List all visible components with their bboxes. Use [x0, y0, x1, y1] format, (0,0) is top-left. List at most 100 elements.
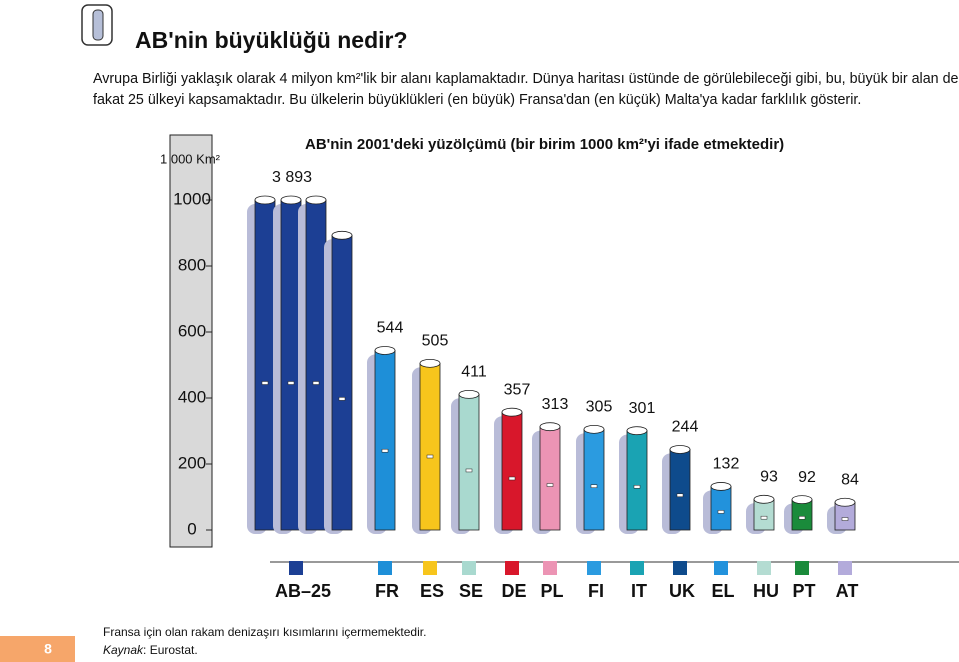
y-tick-label: 200 [178, 453, 206, 472]
bar [458, 393, 480, 531]
category-label: PL [540, 581, 563, 601]
bar-band [841, 517, 849, 521]
bar-top [753, 494, 775, 504]
bar-top [539, 422, 561, 432]
bar-top [280, 195, 302, 205]
y-tick-label: 400 [178, 387, 206, 406]
bar-band [633, 485, 641, 489]
paragraph-line: Avrupa Birliği yaklaşık olarak 4 milyon … [93, 71, 959, 87]
bar [374, 350, 396, 531]
y-tick-label: 1000 [173, 189, 211, 208]
value-label: 305 [586, 399, 613, 416]
chart-title: AB'nin 2001'deki yüzölçümü (bir birim 10… [305, 136, 784, 153]
bar [539, 426, 561, 531]
category-label: HU [753, 581, 779, 601]
bar-top [626, 426, 648, 436]
bar [710, 486, 732, 531]
bar [669, 449, 691, 531]
legend-swatch [423, 561, 437, 575]
bar [419, 362, 441, 531]
value-label: 313 [542, 396, 569, 413]
bar-top [305, 195, 327, 205]
legend-swatch [289, 561, 303, 575]
legend-swatch [462, 561, 476, 575]
bar-top [710, 482, 732, 491]
legend-swatch [795, 561, 809, 575]
page-tab [0, 636, 75, 662]
source-label: Kaynak [103, 643, 144, 657]
value-label: 357 [504, 381, 531, 398]
value-label: 3 893 [272, 169, 312, 186]
legend-swatch [838, 561, 852, 575]
value-label: 411 [461, 364, 487, 381]
bar-band [312, 381, 320, 385]
category-label: FR [375, 581, 399, 601]
legend-swatch [587, 561, 601, 575]
bar-top [254, 195, 276, 205]
bar-top [791, 495, 813, 505]
bar-top [834, 497, 856, 507]
category-label: AT [836, 581, 859, 601]
bar [753, 498, 775, 531]
bar-band [798, 516, 806, 520]
bar-top [583, 424, 605, 434]
paragraph-line: fakat 25 ülkeyi kapsamaktadır. Bu ülkele… [93, 92, 861, 108]
legend-swatch [757, 561, 771, 575]
bar [305, 199, 327, 531]
bar-band [426, 454, 434, 459]
bar-band [508, 476, 516, 481]
bar-band [338, 397, 346, 401]
bar-top [669, 445, 691, 454]
value-label: 92 [798, 469, 816, 486]
bar-band [381, 448, 389, 453]
page-number: 8 [44, 641, 52, 657]
category-label: ES [420, 581, 444, 601]
bar [791, 499, 813, 531]
legend-swatch [673, 561, 687, 575]
value-label: 544 [377, 320, 404, 337]
bar-top [419, 358, 441, 368]
category-label: SE [459, 581, 483, 601]
category-label: PT [792, 581, 815, 601]
category-label: FI [588, 581, 604, 601]
bar-band [676, 493, 684, 498]
y-tick-label: 0 [187, 519, 196, 538]
bar [331, 234, 353, 531]
category-label: IT [631, 581, 647, 601]
category-label: UK [669, 581, 695, 601]
value-label: 505 [422, 333, 449, 350]
bar [501, 411, 523, 531]
value-label: 93 [760, 469, 778, 486]
bar-band [287, 381, 295, 385]
bar [583, 428, 605, 531]
bar-band [760, 515, 768, 520]
source-text: : Eurostat. [143, 643, 198, 657]
source: Kaynak: Eurostat. [103, 643, 198, 657]
bar-top [458, 389, 480, 399]
category-label: AB–25 [275, 581, 331, 601]
bar-band [261, 381, 269, 385]
legend-swatch [378, 561, 392, 575]
legend-swatch [714, 561, 728, 575]
legend-swatch [630, 561, 644, 575]
bar-top [374, 346, 396, 355]
bar-band [717, 510, 725, 514]
heading: AB'nin büyüklüğü nedir? [135, 27, 408, 53]
value-label: 84 [841, 471, 859, 488]
footnote: Fransa için olan rakam denizaşırı kısıml… [103, 625, 426, 639]
y-tick-label: 800 [178, 255, 206, 274]
value-label: 301 [629, 400, 656, 417]
bar-band [465, 468, 473, 473]
legend-swatch [543, 561, 557, 575]
bar-top [331, 230, 353, 240]
bar [626, 430, 648, 531]
legend-swatch [505, 561, 519, 575]
category-label: DE [501, 581, 526, 601]
value-label: 244 [672, 419, 699, 436]
category-label: EL [711, 581, 734, 601]
value-label: 132 [713, 456, 740, 473]
bar-top [501, 407, 523, 417]
y-axis-band [169, 134, 213, 548]
icon-roll [92, 9, 104, 41]
